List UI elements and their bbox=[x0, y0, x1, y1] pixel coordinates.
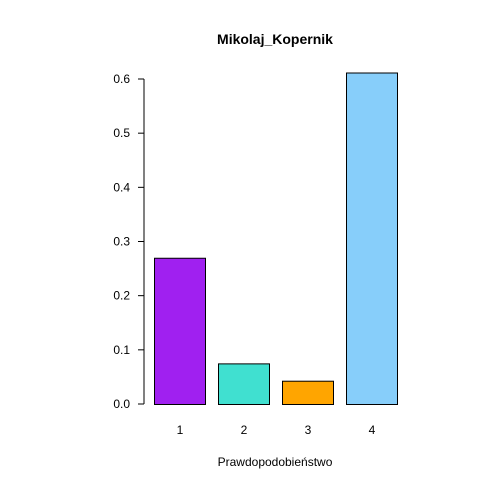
x-tick-label: 1 bbox=[177, 423, 184, 437]
y-tick-label: 0.2 bbox=[113, 289, 130, 303]
x-tick-labels: 1 2 3 4 bbox=[177, 423, 376, 437]
bar-4 bbox=[346, 72, 398, 405]
y-tick-label: 0.0 bbox=[113, 397, 130, 411]
x-axis-label: Prawdopodobieństwo bbox=[218, 455, 333, 469]
bar-3 bbox=[282, 380, 334, 406]
bar-2 bbox=[218, 363, 270, 405]
y-tick-label: 0.3 bbox=[113, 235, 130, 249]
y-axis: 0.0 0.1 0.2 0.3 0.4 0.5 0.6 bbox=[113, 72, 145, 411]
bar-1 bbox=[154, 257, 206, 405]
x-tick-label: 3 bbox=[305, 423, 312, 437]
y-tick-label: 0.6 bbox=[113, 72, 130, 86]
y-tick-label: 0.1 bbox=[113, 343, 130, 357]
bars-group bbox=[154, 72, 398, 406]
chart-title: Mikolaj_Kopernik bbox=[217, 31, 333, 47]
y-tick-label: 0.4 bbox=[113, 180, 130, 194]
x-tick-label: 4 bbox=[369, 423, 376, 437]
y-tick-label: 0.5 bbox=[113, 126, 130, 140]
x-tick-label: 2 bbox=[241, 423, 248, 437]
